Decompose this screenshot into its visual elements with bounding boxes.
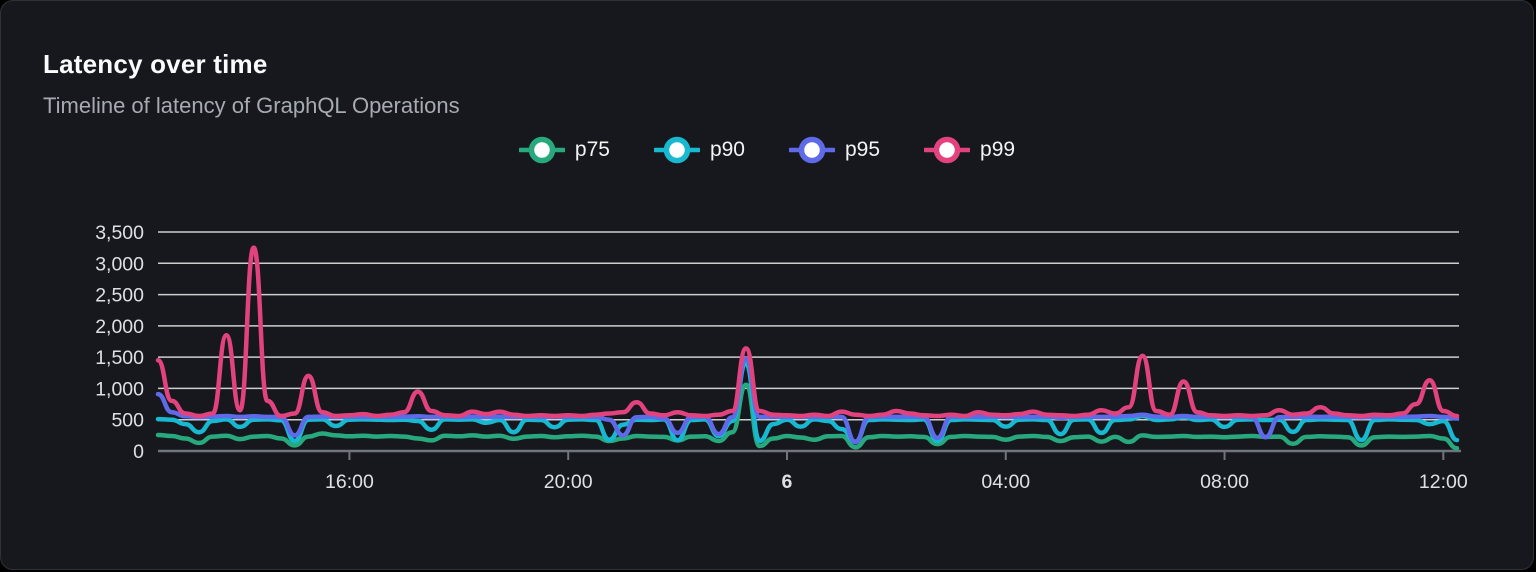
y-tick-label: 3,000 <box>95 253 144 275</box>
legend-marker-circle <box>933 136 961 164</box>
x-tick-label: 6 <box>782 471 793 493</box>
legend-marker-p95 <box>789 136 835 164</box>
legend-label-p90: p90 <box>709 138 745 161</box>
page-subtitle: Timeline of latency of GraphQL Operation… <box>43 93 460 118</box>
x-tick-label: 04:00 <box>981 471 1030 493</box>
y-tick-label: 3,500 <box>95 222 144 244</box>
y-tick-label: 2,500 <box>95 285 144 307</box>
x-tick-label: 12:00 <box>1419 471 1468 493</box>
legend-item-p99[interactable]: p99 <box>924 135 1015 165</box>
series-line-p90 <box>155 361 1460 444</box>
x-tick-label: 20:00 <box>544 471 593 493</box>
y-tick-label: 500 <box>111 410 144 432</box>
chart-legend: p75 p90 p95 p99 <box>1 135 1533 165</box>
y-tick-label: 0 <box>133 441 144 463</box>
page-title: Latency over time <box>43 49 268 79</box>
legend-marker-circle <box>663 136 691 164</box>
y-tick-label: 1,500 <box>95 347 144 369</box>
series-line-p99 <box>155 245 1460 419</box>
legend-marker-p99 <box>924 136 971 164</box>
legend-item-p95[interactable]: p95 <box>789 135 880 165</box>
x-tick-label: 16:00 <box>325 471 374 493</box>
y-tick-label: 1,000 <box>95 378 144 400</box>
series-line-p95 <box>155 356 1460 445</box>
x-tick-label: 08:00 <box>1200 471 1249 493</box>
legend-marker-p90 <box>653 136 700 164</box>
x-axis-labels: 16:00 20:00 6 04:00 08:00 12:00 <box>325 451 1468 493</box>
legend-item-p90[interactable]: p90 <box>653 135 745 165</box>
legend-label-p99: p99 <box>980 138 1016 161</box>
y-axis-labels: 0 500 1,000 1,500 2,000 2,500 3,000 3,500 <box>95 222 144 463</box>
series-line-p75 <box>155 382 1460 451</box>
legend-marker-circle <box>528 136 556 164</box>
legend-marker-p75 <box>518 136 565 164</box>
legend-marker-circle <box>798 136 826 164</box>
y-tick-label: 2,000 <box>95 316 144 338</box>
legend-label-p75: p75 <box>574 138 610 161</box>
panel-header: Latency over time Timeline of latency of… <box>43 49 460 119</box>
legend-label-p95: p95 <box>845 138 881 161</box>
legend-item-p75[interactable]: p75 <box>518 135 610 165</box>
